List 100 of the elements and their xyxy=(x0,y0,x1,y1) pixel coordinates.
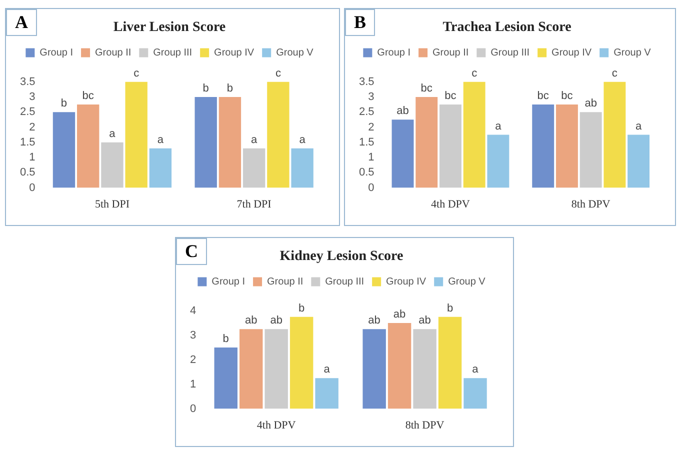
bar xyxy=(532,104,554,188)
x-tick-label: 8th DPV xyxy=(571,198,610,210)
x-tick-label: 4th DPV xyxy=(431,198,470,210)
bar xyxy=(290,316,314,409)
y-tick-label: 2.5 xyxy=(20,106,36,118)
bar xyxy=(101,142,124,188)
y-tick-label: 0 xyxy=(29,182,36,194)
data-label: a xyxy=(324,364,331,376)
text: C xyxy=(176,238,207,265)
data-label: b xyxy=(298,302,305,314)
bar xyxy=(267,82,290,188)
data-label: b xyxy=(202,82,209,94)
bar xyxy=(487,134,510,188)
data-label: bc xyxy=(82,90,94,102)
bar xyxy=(388,323,412,409)
bar xyxy=(438,316,462,409)
bar xyxy=(580,112,602,188)
data-label: ab xyxy=(368,314,380,327)
y-tick-label: 1 xyxy=(190,378,196,390)
y-tick-label: 4 xyxy=(190,304,196,317)
data-label: bc xyxy=(444,90,457,102)
x-tick-label: 5th DPI xyxy=(94,198,130,210)
bar xyxy=(239,329,263,409)
chart-title: Kidney Lesion Score xyxy=(280,249,404,264)
data-label: a xyxy=(472,364,480,376)
y-tick-label: 0 xyxy=(190,402,196,415)
bar xyxy=(149,148,172,188)
data-label: c xyxy=(612,67,618,80)
data-label: bc xyxy=(561,90,574,102)
y-tick-label: 2.5 xyxy=(358,106,374,118)
y-tick-label: 3.5 xyxy=(20,76,36,88)
legend-label: Group IV xyxy=(552,48,592,59)
y-tick-label: 3 xyxy=(29,90,36,103)
x-tick-label: 8th DPV xyxy=(405,419,444,432)
data-label: a xyxy=(635,120,642,132)
data-label: a xyxy=(495,120,502,132)
legend-label: Group II xyxy=(95,48,132,59)
legend-label: Group IV xyxy=(214,48,254,59)
bar xyxy=(392,120,414,188)
y-tick-label: 3 xyxy=(190,329,196,342)
data-label: c xyxy=(472,67,478,80)
y-tick-label: 2 xyxy=(190,354,196,366)
legend-label: Group V xyxy=(448,276,486,288)
bar xyxy=(291,148,314,188)
bar xyxy=(214,348,238,409)
y-tick-label: 1 xyxy=(368,152,374,164)
bar xyxy=(52,112,76,188)
data-label: b xyxy=(60,98,68,110)
y-tick-label: 0.5 xyxy=(20,166,36,179)
legend-label: Group II xyxy=(267,276,304,288)
data-label: a xyxy=(109,128,116,140)
bar xyxy=(242,148,266,188)
data-label: b xyxy=(446,302,454,314)
legend-label: Group V xyxy=(614,48,652,59)
bar xyxy=(604,82,626,188)
data-label: a xyxy=(299,134,306,146)
y-tick-label: 1.5 xyxy=(358,136,374,148)
data-label: bc xyxy=(537,90,550,102)
legend-label: Group III xyxy=(153,48,192,59)
text: B xyxy=(345,9,376,36)
legend-label: Group IV xyxy=(386,276,426,288)
data-label: b xyxy=(222,333,229,346)
legend-label: Group III xyxy=(325,276,364,288)
y-tick-label: 2 xyxy=(368,121,374,134)
legend-label: Group I xyxy=(212,276,246,288)
legend-label: Group V xyxy=(276,48,314,59)
bar xyxy=(194,96,217,188)
y-tick-label: 1.5 xyxy=(20,136,36,148)
bar xyxy=(439,104,462,188)
text: A xyxy=(6,9,37,36)
data-label: ab xyxy=(584,98,597,110)
data-label: a xyxy=(251,134,258,146)
legend-label: Group I xyxy=(40,48,74,59)
chart-title: Liver Lesion Score xyxy=(113,20,226,36)
bar xyxy=(413,329,436,409)
data-label: c xyxy=(134,67,140,80)
y-tick-label: 0.5 xyxy=(358,166,374,179)
bar xyxy=(77,104,100,188)
bar xyxy=(464,378,487,409)
bar xyxy=(362,329,386,409)
bar xyxy=(315,378,338,409)
bar xyxy=(628,134,650,188)
data-label: ab xyxy=(396,105,409,118)
x-tick-label: 7th DPI xyxy=(236,198,272,210)
y-tick-label: 0 xyxy=(368,182,374,194)
bar xyxy=(264,329,288,409)
chart-title: Trachea Lesion Score xyxy=(442,20,572,36)
data-label: b xyxy=(226,82,234,94)
y-tick-label: 1 xyxy=(29,152,36,164)
data-label: a xyxy=(157,134,164,146)
bar xyxy=(416,96,438,188)
data-label: c xyxy=(275,67,282,80)
data-label: ab xyxy=(393,308,406,321)
y-tick-label: 3 xyxy=(368,90,374,103)
legend-label: Group I xyxy=(377,48,411,59)
y-tick-label: 3.5 xyxy=(358,76,374,88)
bar xyxy=(125,82,148,188)
bar xyxy=(556,104,578,188)
legend-label: Group III xyxy=(490,48,530,59)
y-tick-label: 2 xyxy=(29,121,36,134)
